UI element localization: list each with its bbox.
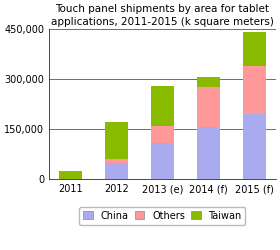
Title: Touch panel shipments by area for tablet
applications, 2011-2015 (k square meter: Touch panel shipments by area for tablet…: [51, 4, 274, 26]
Bar: [242, 114, 265, 179]
Bar: [151, 86, 174, 126]
Bar: [197, 77, 220, 87]
Bar: [105, 122, 128, 159]
Bar: [197, 87, 220, 128]
Bar: [59, 171, 82, 179]
Legend: China, Others, Taiwan: China, Others, Taiwan: [80, 207, 246, 224]
Bar: [197, 128, 220, 179]
Bar: [151, 126, 174, 142]
Bar: [105, 162, 128, 179]
Bar: [242, 66, 265, 114]
Bar: [151, 142, 174, 179]
Bar: [242, 32, 265, 66]
Bar: [105, 159, 128, 162]
